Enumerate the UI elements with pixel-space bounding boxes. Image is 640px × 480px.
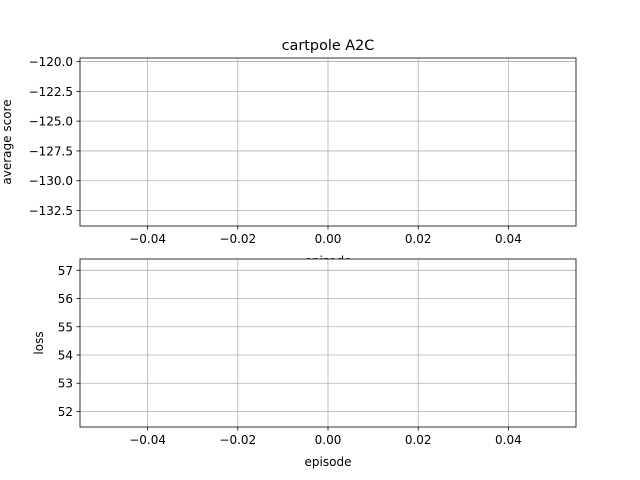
x-tick-label: 0.00: [315, 232, 342, 246]
y-tick-label: −132.5: [29, 204, 73, 218]
x-tick-label: 0.04: [495, 232, 522, 246]
x-tick-label: 0.02: [405, 232, 432, 246]
x-tick-label: −0.02: [219, 433, 256, 447]
y-axis-label: loss: [32, 331, 46, 354]
y-tick-label: 52: [58, 405, 73, 419]
y-tick-label: −125.0: [29, 115, 73, 129]
x-tick-label: 0.04: [495, 433, 522, 447]
y-tick-label: 54: [58, 349, 73, 363]
loss-subplot: −0.04 −0.02 0.00 0.02 0.04 52 53 54 55 56 57 episod…: [32, 258, 577, 469]
y-tick-label: −130.0: [29, 174, 73, 188]
y-axis-label: average score: [0, 99, 14, 184]
y-tick-label: −122.5: [29, 85, 73, 99]
x-tick-label: −0.04: [129, 433, 166, 447]
y-tick-label: 57: [58, 264, 73, 278]
y-tick-label: 56: [58, 292, 73, 306]
y-tick-label: −120.0: [29, 55, 73, 69]
x-axis-label: episode: [305, 455, 352, 469]
chart-title: cartpole A2C: [282, 38, 375, 54]
x-tick-label: −0.04: [129, 232, 166, 246]
x-tick-label: −0.02: [219, 232, 256, 246]
y-tick-label: 55: [58, 320, 73, 334]
x-tick-label: 0.02: [405, 433, 432, 447]
y-tick-label: 53: [58, 377, 73, 391]
y-tick-label: −127.5: [29, 144, 73, 158]
x-tick-label: 0.00: [315, 433, 342, 447]
